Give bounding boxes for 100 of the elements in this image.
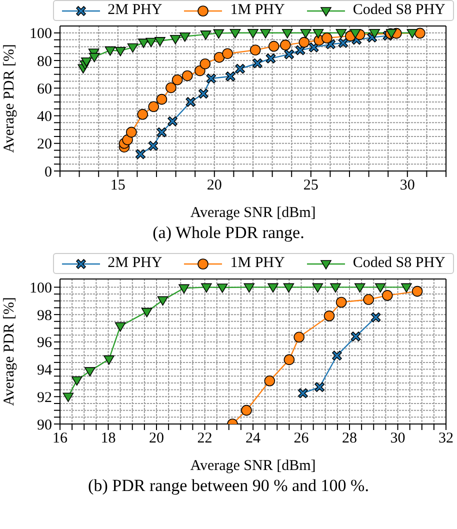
y-tick-label: 100 <box>30 280 52 297</box>
point <box>206 74 216 84</box>
point <box>350 332 361 342</box>
point <box>156 127 167 138</box>
point <box>330 283 341 293</box>
point <box>84 367 96 376</box>
point <box>294 332 304 343</box>
point <box>148 140 158 151</box>
x-tick-label: 24 <box>246 430 261 447</box>
legend-label: Coded S8 PHY <box>352 2 446 19</box>
x-axis-title: Average SNR [dBm] <box>190 458 316 474</box>
point <box>298 36 310 48</box>
point <box>126 126 137 138</box>
point <box>235 64 245 74</box>
x-tick-label: 20 <box>149 430 164 447</box>
point <box>62 392 74 402</box>
x-tick-label: 25 <box>303 178 318 194</box>
point <box>282 29 293 38</box>
point <box>201 283 212 293</box>
legend-label: 2M PHY <box>108 2 162 19</box>
point <box>241 404 252 416</box>
y-tick-label: 80 <box>37 54 52 70</box>
point <box>81 57 92 67</box>
point <box>284 49 294 60</box>
x-tick-label: 26 <box>294 430 310 447</box>
x-tick-label: 15 <box>110 178 126 194</box>
point <box>226 72 236 82</box>
point <box>295 45 306 56</box>
y-tick-label: 98 <box>37 308 52 324</box>
y-tick-label: 60 <box>37 81 52 98</box>
y-axis-title: Average PDR [%] <box>1 44 18 153</box>
point <box>200 30 212 40</box>
point <box>216 284 228 293</box>
point <box>363 294 374 305</box>
x-tick-label: 30 <box>390 430 406 447</box>
y-tick-label: 20 <box>37 136 52 153</box>
point <box>168 116 178 126</box>
point <box>336 296 347 308</box>
legend-label: Coded S8 PHY <box>352 255 446 272</box>
point <box>370 312 381 322</box>
y-tick-label: 90 <box>37 417 52 434</box>
text: (a) Whole PDR range. <box>152 223 306 243</box>
point <box>182 70 193 82</box>
point <box>283 283 294 293</box>
point <box>412 286 423 297</box>
point <box>260 29 271 38</box>
point <box>154 37 166 46</box>
point <box>374 283 386 293</box>
point <box>200 58 211 70</box>
point <box>136 149 146 160</box>
point <box>71 376 82 386</box>
point <box>104 355 114 365</box>
point <box>338 38 348 48</box>
point <box>198 88 208 99</box>
point <box>170 34 181 44</box>
point <box>322 32 332 44</box>
point <box>350 29 361 38</box>
y-tick-label: 94 <box>37 362 52 379</box>
legend-label: 1M PHY <box>230 255 285 272</box>
point <box>284 354 295 366</box>
legend-label: 2M PHY <box>108 255 162 272</box>
point <box>186 97 196 107</box>
x-tick-label: 16 <box>52 430 68 447</box>
point <box>248 29 258 38</box>
point <box>148 101 160 112</box>
x-tick-label: 18 <box>100 430 116 447</box>
point <box>146 38 156 48</box>
point <box>115 46 126 56</box>
point <box>172 74 183 86</box>
text: (b) PDR range between 90 % and 100 %. <box>87 476 370 496</box>
point <box>332 350 342 361</box>
point <box>354 283 366 293</box>
y-tick-label: 0 <box>44 164 52 180</box>
point <box>312 29 324 38</box>
point <box>230 29 241 38</box>
point <box>88 52 100 62</box>
point <box>141 308 152 318</box>
point <box>166 82 176 94</box>
point <box>280 40 291 50</box>
point <box>213 29 224 39</box>
point <box>138 38 149 48</box>
y-tick-label: 92 <box>37 390 52 406</box>
point <box>127 43 138 53</box>
point <box>268 283 278 293</box>
point <box>104 46 116 56</box>
x-tick-label: 22 <box>197 430 212 447</box>
legend-label: 1M PHY <box>230 2 285 19</box>
point <box>244 283 255 293</box>
point <box>194 65 206 76</box>
point <box>137 108 148 120</box>
point <box>178 284 190 294</box>
point <box>179 32 190 42</box>
point <box>312 283 324 293</box>
x-tick-label: 28 <box>342 430 357 447</box>
point <box>324 310 335 322</box>
point <box>308 42 319 52</box>
point <box>157 296 168 306</box>
x-tick-label: 30 <box>400 178 415 194</box>
point <box>114 322 126 332</box>
point <box>401 283 412 293</box>
